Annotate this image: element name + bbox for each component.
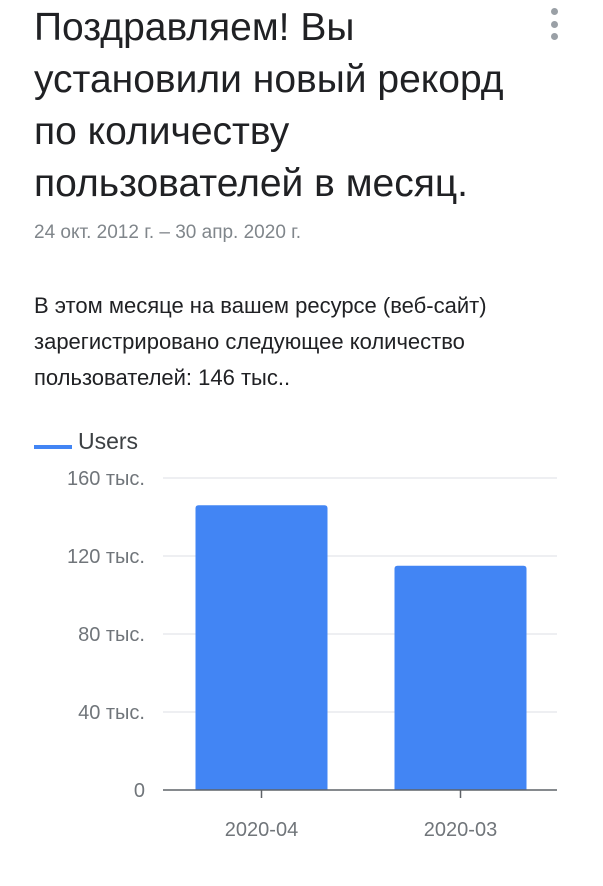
x-tick-label: 2020-03 xyxy=(424,819,497,841)
legend-label-users: Users xyxy=(78,428,139,454)
y-tick-label: 80 тыс. xyxy=(78,624,145,646)
title-line: Поздравляем! Вы xyxy=(34,6,355,49)
description-line: зарегистрировано следующее количество xyxy=(34,329,465,354)
y-tick-label: 40 тыс. xyxy=(78,702,145,724)
menu-dot xyxy=(550,8,558,15)
card-description: В этом месяце на вашем ресурсе (веб-сайт… xyxy=(34,288,582,396)
legend-swatch-users xyxy=(34,444,72,449)
users-bar-chart: 0 40 тыс. 80 тыс. 120 тыс. 160 тыс. 2020-04 20… xyxy=(67,468,557,841)
card-title: Поздравляем! Вы установили новый рекорд … xyxy=(34,2,554,210)
date-range: 24 окт. 2012 г. – 30 апр. 2020 г. xyxy=(34,222,302,243)
title-line: по количеству xyxy=(34,110,290,153)
more-vert-icon[interactable] xyxy=(540,6,568,42)
y-tick-label: 120 тыс. xyxy=(67,546,145,568)
menu-dot xyxy=(550,33,558,40)
menu-dot xyxy=(550,20,558,28)
description-line: В этом месяце на вашем ресурсе (веб-сайт… xyxy=(34,293,487,318)
bar-2020-03 xyxy=(394,565,527,790)
chart-legend: Users xyxy=(34,428,138,455)
x-tick-label: 2020-04 xyxy=(225,819,298,841)
y-tick-label: 160 тыс. xyxy=(67,468,145,490)
title-line: установили новый рекорд xyxy=(34,58,504,101)
y-tick-label: 0 xyxy=(134,780,145,802)
bar-2020-04 xyxy=(195,505,328,790)
description-line: пользователей: 146 тыс.. xyxy=(34,365,291,390)
title-line: пользователей в месяц. xyxy=(34,162,469,205)
